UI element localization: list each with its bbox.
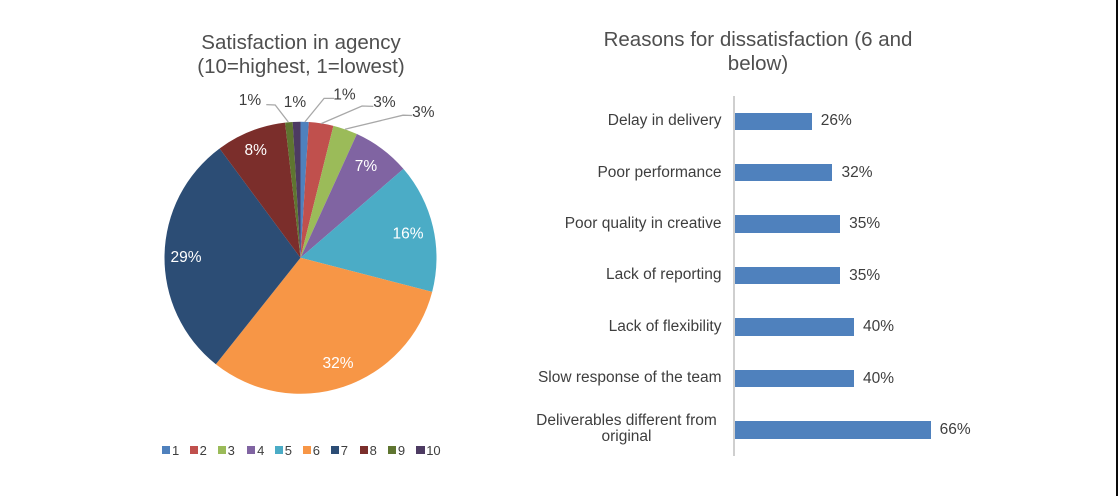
svg-text:3%: 3% — [373, 94, 396, 111]
svg-text:1%: 1% — [284, 94, 307, 111]
svg-text:29%: 29% — [170, 249, 201, 266]
svg-text:1%: 1% — [333, 86, 356, 103]
svg-text:16%: 16% — [392, 226, 423, 243]
svg-text:32%: 32% — [322, 355, 353, 372]
svg-text:1%: 1% — [239, 92, 262, 109]
svg-text:7%: 7% — [355, 158, 378, 175]
svg-text:3%: 3% — [412, 104, 435, 121]
svg-text:8%: 8% — [244, 142, 267, 159]
